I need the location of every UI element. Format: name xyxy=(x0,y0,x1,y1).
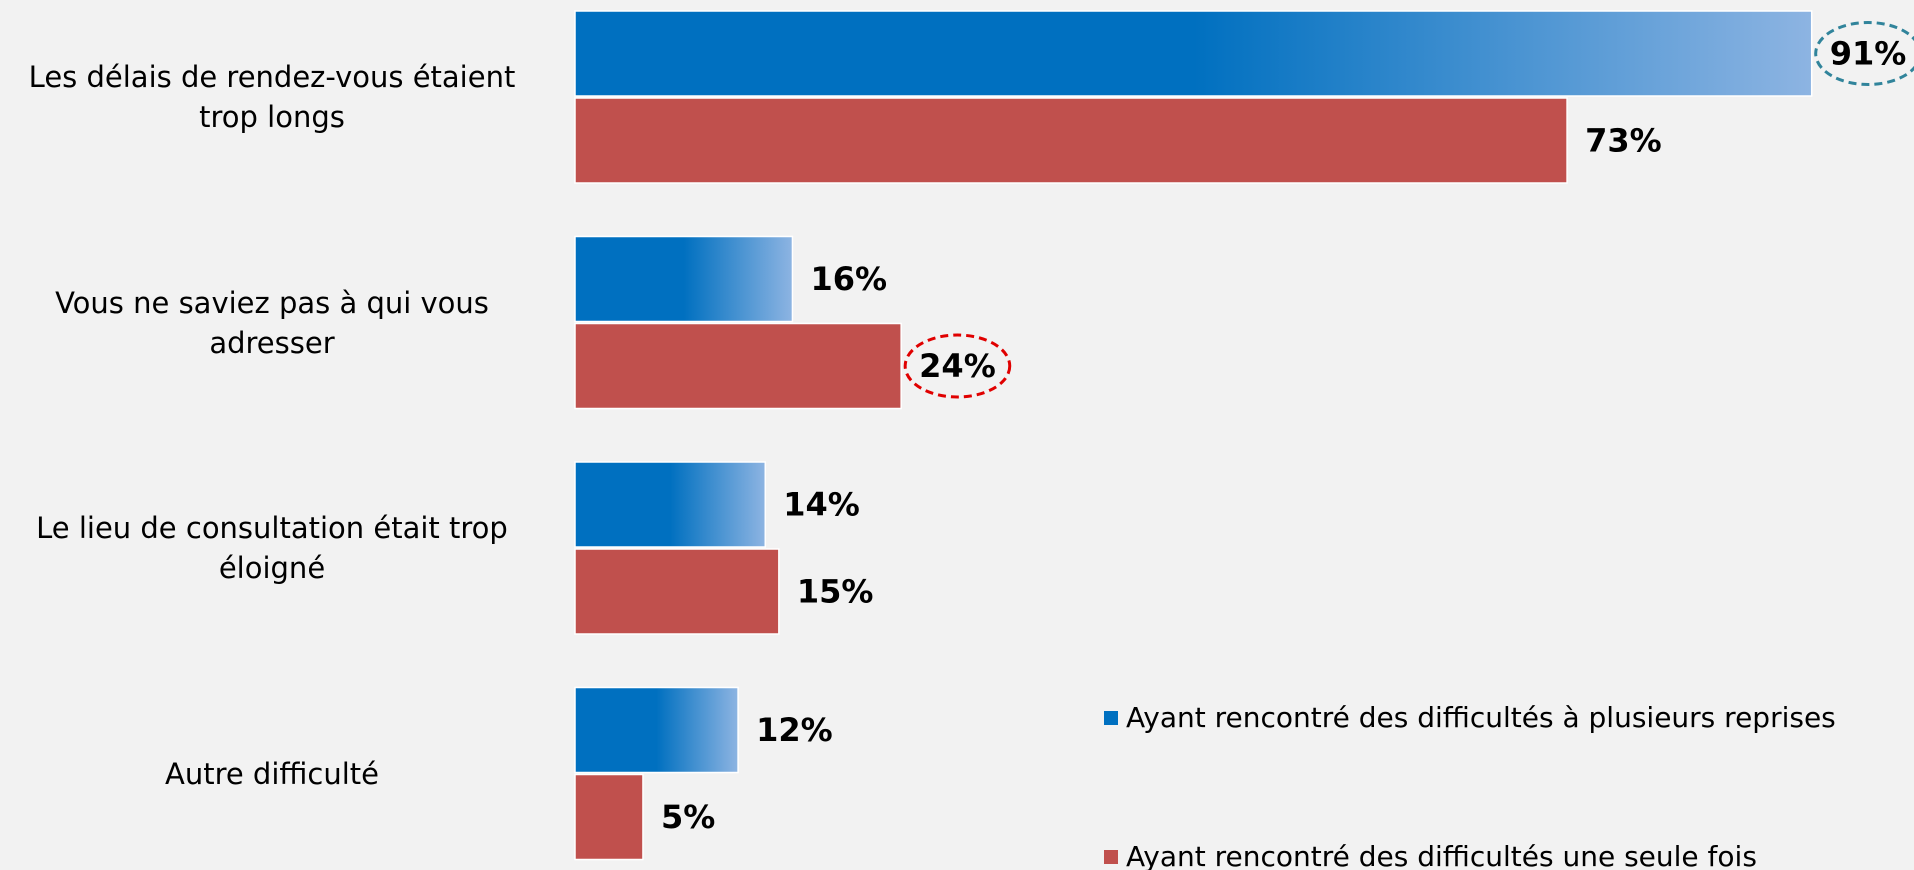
bar xyxy=(574,322,902,410)
value-label: 15% xyxy=(797,573,874,611)
value-label: 73% xyxy=(1585,122,1662,160)
legend-label: Ayant rencontré des difficultés à plusie… xyxy=(1126,701,1836,734)
bar xyxy=(574,548,780,635)
value-label: 5% xyxy=(661,798,715,836)
bar xyxy=(574,686,739,774)
category-label: Vous ne saviez pas à qui vous adresser xyxy=(55,285,489,360)
legend-label: Ayant rencontré des difficultés une seul… xyxy=(1126,840,1757,870)
bar xyxy=(574,235,794,323)
value-label: 16% xyxy=(810,260,887,298)
highlight-circle xyxy=(903,333,1012,399)
legend-swatch xyxy=(1104,850,1118,864)
bar xyxy=(574,461,767,548)
value-label: 12% xyxy=(756,711,833,749)
bar xyxy=(574,97,1568,184)
category-label: Autre difficulté xyxy=(164,756,380,791)
value-label: 14% xyxy=(783,486,860,524)
value-label: 24% xyxy=(919,347,996,385)
legend-swatch xyxy=(1104,711,1118,725)
bar xyxy=(574,10,1813,97)
bar xyxy=(574,773,644,861)
value-label: 91% xyxy=(1830,35,1907,73)
category-label: Le lieu de consultation était trop éloig… xyxy=(36,511,508,585)
highlight-circle xyxy=(1814,21,1914,86)
category-label: Les délais de rendez-vous étaient trop l… xyxy=(28,60,516,134)
